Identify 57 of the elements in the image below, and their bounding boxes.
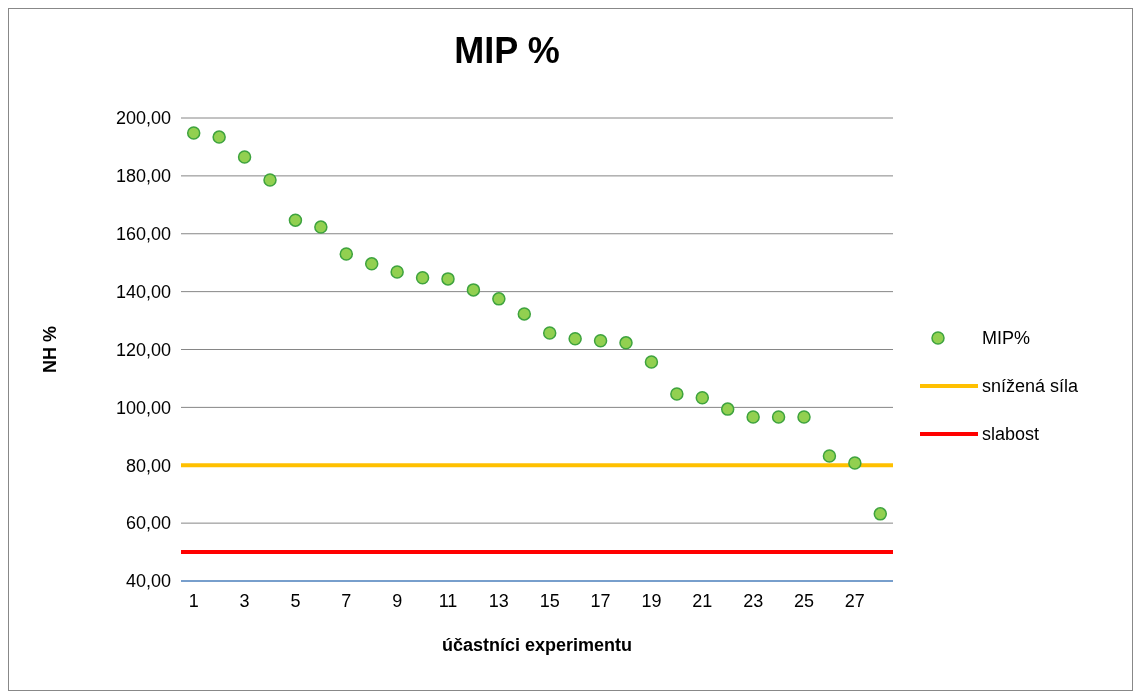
x-tick-label: 9 [392,591,403,611]
x-tick-label: 21 [692,591,713,611]
y-tick-label: 200,00 [115,108,171,129]
x-tick-label: 17 [590,591,611,611]
x-axis-title: účastníci experimentu [441,635,633,655]
y-tick-label: 100,00 [115,397,171,418]
point [797,410,811,424]
point [186,126,201,140]
point [212,130,226,144]
point [822,449,837,463]
x-tick-label: 7 [341,591,352,611]
y-tick-label: 160,00 [115,224,171,245]
point [848,456,862,470]
point [746,410,760,424]
y-axis-title: NH % [40,325,60,374]
point [670,387,684,401]
point [593,334,608,348]
point [390,265,404,279]
point [720,402,735,416]
x-tick-label: 19 [641,591,662,611]
point [441,272,455,286]
legend-label: slabost [982,424,1040,445]
x-tick-label: 13 [488,591,509,611]
x-tick-label: 25 [793,591,815,611]
point [339,247,354,261]
point [466,283,481,297]
chart-title: MIP % [454,30,560,71]
x-tick-label: 23 [743,591,764,611]
point [695,391,710,405]
point [771,410,786,424]
y-tick-label: 180,00 [115,166,171,187]
point [364,257,379,271]
point [873,507,888,521]
point [644,355,659,369]
legend-label: MIP% [982,328,1031,349]
point [314,220,328,234]
point [542,326,557,340]
point [492,292,506,306]
x-tick-label: 27 [844,591,865,611]
y-tick-label: 140,00 [115,281,171,302]
y-tick-label: 120,00 [115,339,171,360]
point [415,270,430,285]
legend-label: snížená síla [982,376,1080,397]
x-tick-label: 15 [539,591,560,611]
point [237,150,252,164]
x-tick-label: 5 [290,591,301,611]
y-tick-label: 80,00 [125,455,171,476]
x-tick-label: 11 [438,591,458,611]
point [568,332,582,346]
point [263,173,277,187]
point [288,213,303,227]
point [517,307,532,321]
x-tick-label: 3 [239,591,250,611]
point [619,336,633,350]
x-tick-label: 1 [188,591,199,611]
y-tick-label: 40,00 [125,571,171,592]
y-tick-label: 60,00 [125,513,171,534]
